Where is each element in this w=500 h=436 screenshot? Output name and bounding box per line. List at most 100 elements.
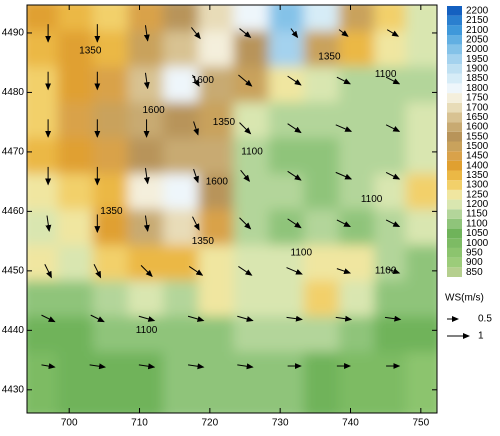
colorbar-swatch	[447, 54, 462, 65]
wind-arrow	[192, 216, 200, 231]
colorbar-label: 1900	[466, 64, 489, 75]
wind-arrow	[140, 265, 153, 278]
colorbar-swatch	[447, 151, 462, 161]
wind-arrow	[336, 76, 351, 85]
colorbar-label: 2200	[466, 5, 489, 16]
wind-arrow	[287, 170, 302, 181]
wind-vectors	[41, 24, 402, 370]
colorbar-label: 1650	[466, 112, 489, 123]
y-tick-label: 4460	[2, 206, 25, 217]
contour-label: 1350	[192, 236, 215, 247]
colorbar-label: 950	[466, 247, 483, 258]
colorbar-swatch	[447, 44, 462, 55]
y-tick-label: 4490	[2, 28, 25, 39]
wind-arrow	[138, 363, 156, 370]
wind-arrow	[41, 363, 56, 370]
wind-arrow	[237, 363, 254, 370]
colorbar-label: 900	[466, 257, 483, 268]
wind-arrow	[45, 215, 52, 232]
colorbar-label: 1550	[466, 131, 489, 142]
wind-arrow	[90, 314, 105, 323]
wind-arrow	[286, 267, 303, 275]
y-tick-label: 4450	[2, 265, 25, 276]
colorbar-label: 1050	[466, 228, 489, 239]
contour-label: 1100	[136, 325, 158, 336]
colorbar-swatch	[447, 160, 462, 171]
colorbar-swatch	[447, 93, 462, 103]
x-tick-label: 700	[61, 418, 78, 429]
field-cell	[405, 352, 437, 413]
x-tick-label: 730	[272, 418, 289, 429]
colorbar-label: 1700	[466, 102, 489, 113]
colorbar-label: 1850	[466, 73, 489, 84]
wind-arrow	[386, 29, 400, 37]
wind-arrow	[239, 28, 252, 38]
contour-label: 1100	[375, 265, 397, 276]
colorbar-swatch	[447, 267, 462, 277]
wind-arrow	[44, 264, 52, 279]
wind-arrow	[238, 74, 253, 87]
colorbar-swatch	[447, 35, 462, 45]
wind-arrow	[190, 27, 201, 40]
wind-arrow	[385, 124, 401, 132]
colorbar-label: 1150	[466, 209, 488, 220]
wind-arrow	[143, 215, 150, 232]
colorbar-label: 1750	[466, 93, 489, 104]
contour-label: 1350	[79, 45, 102, 56]
colorbar-swatch	[447, 170, 462, 181]
x-tick-label: 710	[131, 418, 148, 429]
wind-arrow	[385, 219, 401, 228]
colorbar-label: 1800	[466, 83, 489, 94]
colorbar-label: 1450	[466, 151, 489, 162]
colorbar-label: 1600	[466, 122, 489, 133]
colorbar-swatch	[447, 102, 462, 113]
colorbar-swatch	[447, 228, 462, 239]
wind-arrow	[193, 121, 199, 136]
wind-arrow	[336, 268, 352, 275]
wind-arrow	[187, 315, 205, 322]
wind-arrow	[188, 266, 204, 276]
y-tick-label: 4470	[2, 147, 25, 158]
colorbar-label: 1250	[466, 189, 489, 200]
colorbar-label: 1500	[466, 141, 489, 152]
colorbar-swatch	[447, 247, 462, 258]
wind-arrow	[93, 264, 102, 279]
wind-arrow	[239, 122, 252, 135]
y-tick-label: 4430	[2, 384, 25, 395]
wind-arrow	[143, 167, 150, 185]
wind-arrow	[239, 217, 252, 230]
wind-arrow	[335, 171, 353, 180]
contour-label: 1350	[100, 206, 123, 217]
x-tick-label: 720	[202, 418, 219, 429]
contour-label: 1100	[291, 248, 313, 259]
contour-label: 1600	[142, 105, 165, 116]
x-tick-label: 750	[412, 418, 429, 429]
colorbar-label: 2000	[466, 44, 489, 55]
wind-arrow	[385, 268, 401, 275]
colorbar-label: 2150	[466, 15, 489, 26]
colorbar-swatch	[447, 131, 462, 142]
colorbar-label: 1200	[466, 199, 489, 210]
colorbar-swatch	[447, 189, 462, 200]
contour-label: 1100	[375, 69, 397, 80]
wind-arrow	[287, 123, 302, 134]
colorbar-swatch	[447, 112, 462, 123]
contour-label: 1600	[192, 75, 215, 86]
key-label: 0.5	[478, 314, 492, 325]
wind-arrow	[287, 75, 302, 86]
contour-label: 1600	[206, 176, 229, 187]
wind-arrow	[335, 124, 353, 132]
wind-arrow	[192, 74, 200, 87]
colorbar-label: 1300	[466, 180, 489, 191]
key-title: WS(m/s)	[445, 293, 484, 304]
wind-arrow	[384, 315, 402, 322]
contour-label: 1350	[213, 117, 236, 128]
colorbar-swatch	[447, 83, 462, 94]
wind-arrow	[385, 171, 401, 180]
x-tick-label: 740	[342, 418, 359, 429]
contour-label: 1350	[318, 51, 341, 62]
contour-label: 1100	[361, 194, 383, 205]
wind-arrow	[188, 363, 205, 370]
wind-arrow	[237, 315, 254, 322]
colorbar-label: 1950	[466, 54, 489, 65]
